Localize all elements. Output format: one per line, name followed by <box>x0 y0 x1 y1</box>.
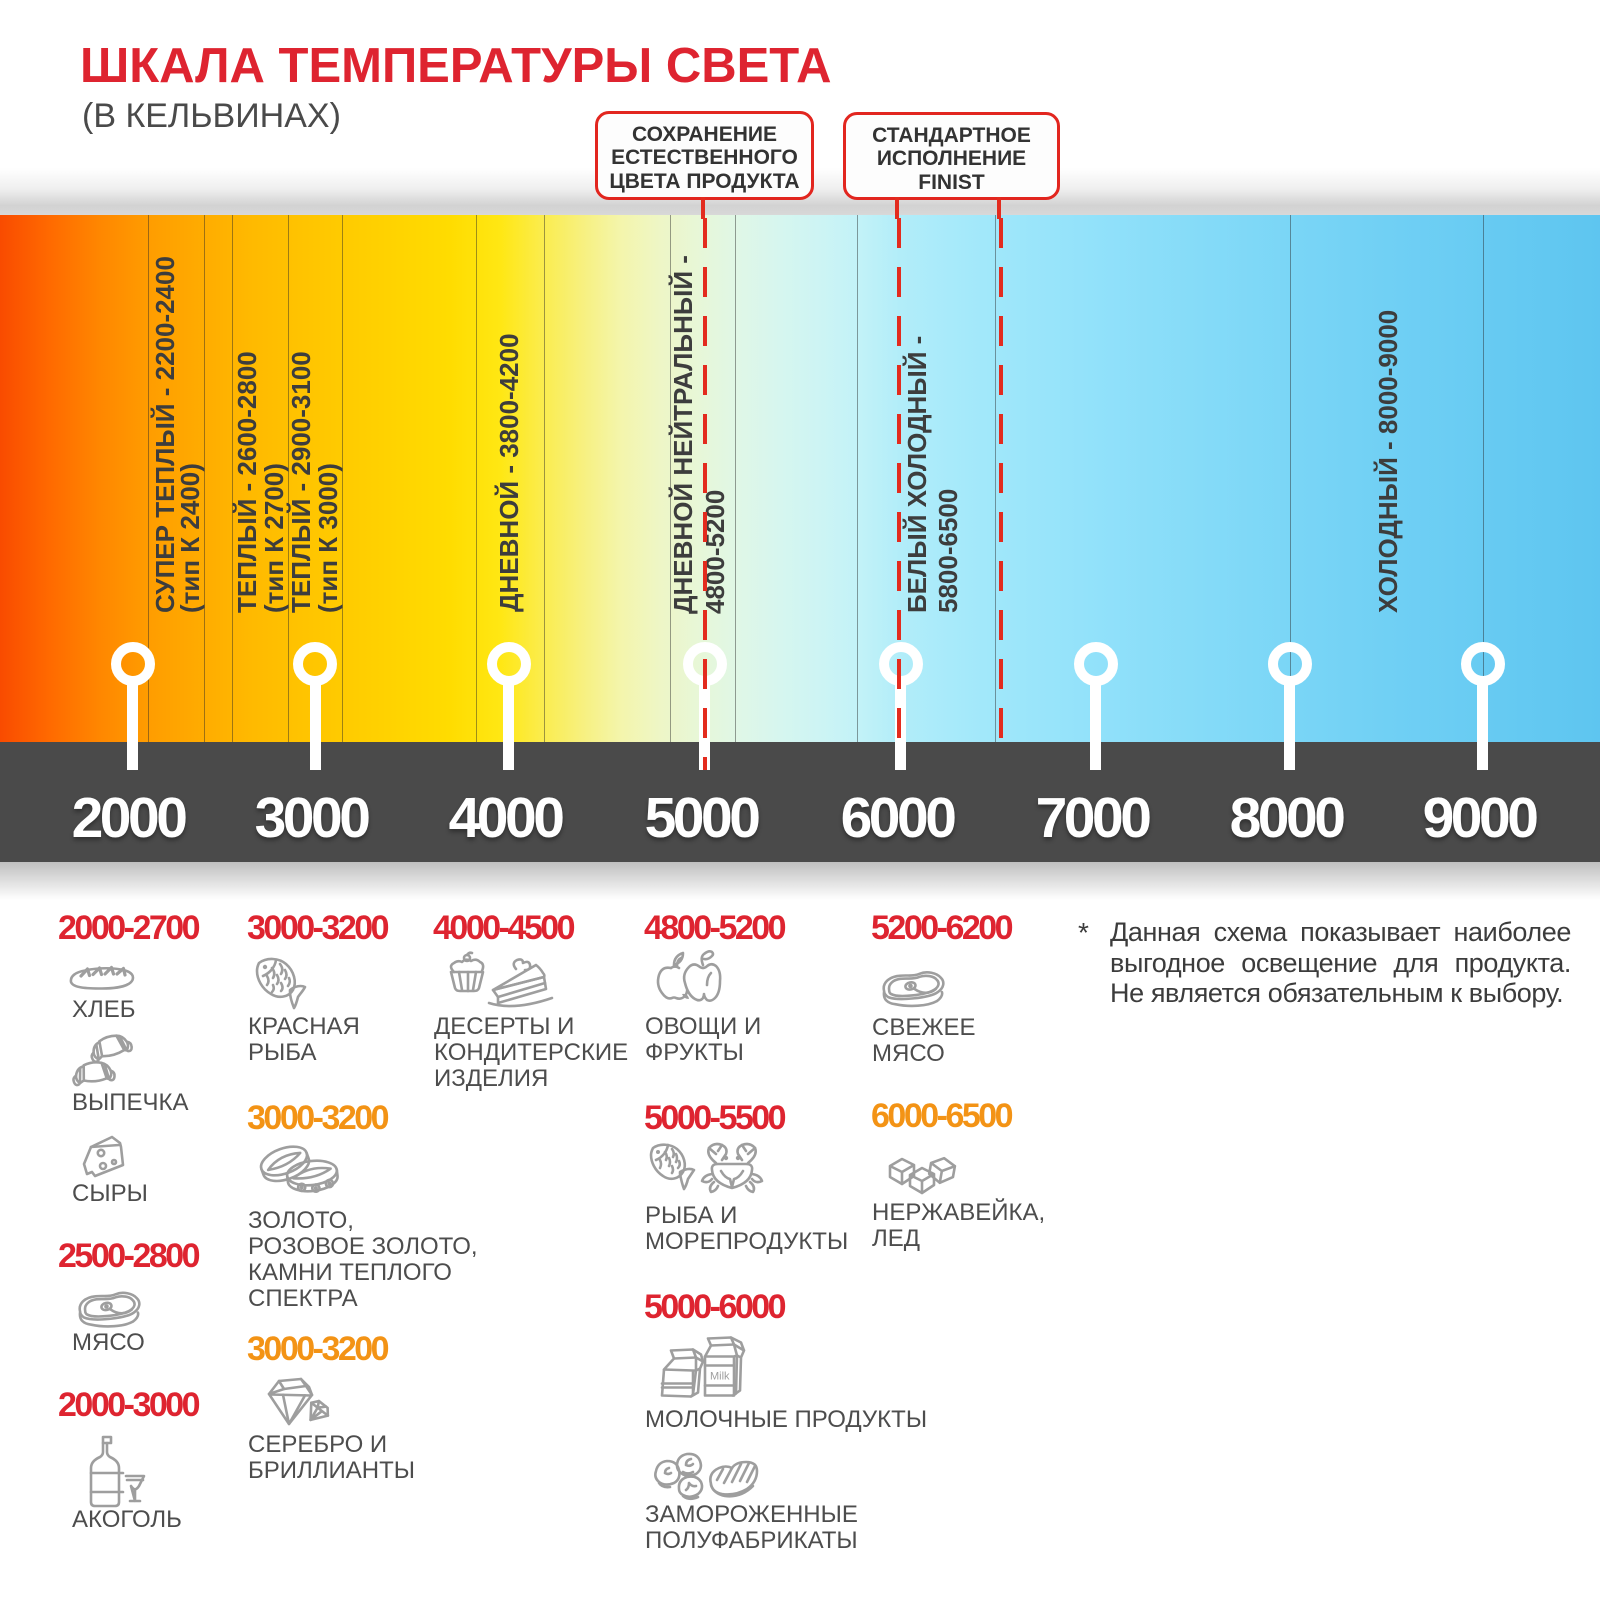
svg-text:Milk: Milk <box>710 1371 730 1383</box>
